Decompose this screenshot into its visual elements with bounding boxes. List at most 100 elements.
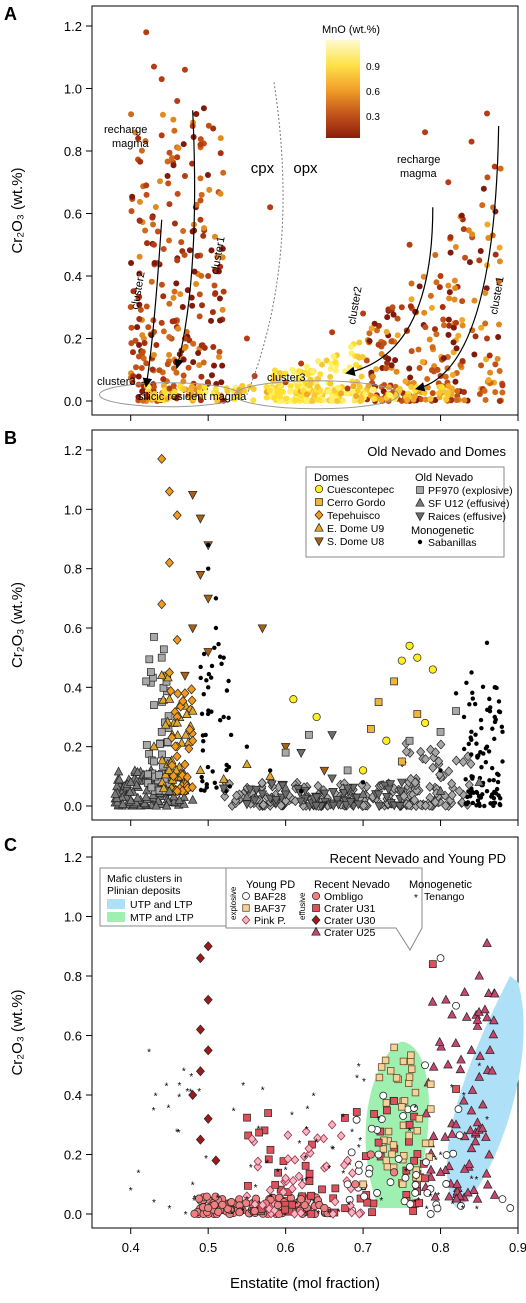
data-point (447, 249, 454, 256)
data-point (136, 301, 143, 308)
data-point (421, 800, 431, 811)
colorbar-title: MnO (wt.%) (322, 24, 380, 36)
data-point (195, 1066, 205, 1077)
data-point: * (178, 1081, 182, 1092)
data-point (199, 302, 206, 309)
data-point (139, 388, 146, 395)
data-point (128, 208, 135, 215)
data-point (378, 350, 385, 357)
data-point (385, 355, 392, 362)
data-point (355, 1208, 364, 1219)
data-point: * (191, 1180, 195, 1191)
data-point (194, 252, 201, 259)
data-point (444, 365, 451, 372)
data-point (160, 328, 167, 335)
data-point (157, 776, 167, 786)
data-point (313, 1133, 322, 1143)
data-point (476, 390, 483, 397)
data-point (413, 1150, 422, 1158)
data-point (485, 235, 492, 242)
data-point (417, 396, 424, 403)
data-point (496, 278, 503, 285)
data-point (404, 800, 414, 811)
data-point: * (294, 1200, 298, 1211)
data-point (181, 251, 188, 258)
data-point (383, 1162, 392, 1171)
data-point (340, 397, 347, 404)
data-point (499, 724, 505, 730)
data-point (171, 388, 178, 395)
data-point: * (477, 1061, 481, 1072)
data-point (382, 1099, 391, 1107)
data-point: * (256, 1124, 260, 1135)
data-point (168, 154, 175, 161)
data-point: * (154, 1091, 158, 1102)
data-point (198, 675, 203, 681)
data-point (337, 390, 344, 397)
data-point (180, 356, 187, 363)
legend-label: SF U12 (effusive) (428, 498, 510, 510)
cluster-ellipse (98, 382, 240, 408)
data-point (292, 397, 299, 404)
data-point (200, 105, 207, 112)
data-point (205, 711, 211, 717)
data-point (203, 594, 213, 604)
data-point (282, 379, 289, 386)
data-point (153, 341, 160, 348)
data-point (135, 381, 142, 388)
data-point (172, 717, 182, 727)
data-point (242, 892, 250, 900)
data-point (125, 786, 135, 796)
data-point: * (152, 1106, 156, 1117)
data-point (446, 322, 453, 329)
y-tick-label: 0.8 (64, 144, 82, 159)
data-point: * (327, 1164, 331, 1175)
data-point (212, 290, 219, 297)
data-point (447, 778, 457, 789)
data-point (214, 785, 219, 790)
data-point (483, 285, 490, 292)
data-point (156, 178, 163, 185)
data-point (193, 111, 200, 118)
data-point: * (337, 1207, 341, 1218)
data-point (379, 1145, 388, 1153)
data-point (499, 382, 506, 389)
data-point (468, 793, 473, 799)
y-tick-label: 0.0 (64, 394, 82, 409)
data-point (421, 754, 430, 765)
data-point (270, 372, 277, 379)
data-point (335, 384, 342, 391)
legend-box (225, 867, 423, 951)
legend-label: Raices (effusive) (428, 511, 506, 523)
data-point: * (249, 1163, 253, 1174)
data-point (140, 397, 147, 404)
data-point (158, 132, 165, 139)
data-point (401, 746, 411, 757)
data-point (482, 937, 492, 947)
data-point (170, 162, 177, 169)
data-point: * (166, 1103, 170, 1114)
data-point (218, 1200, 227, 1209)
data-point: * (193, 1194, 197, 1205)
data-point (282, 370, 289, 377)
data-point (439, 383, 446, 390)
data-point (170, 382, 177, 389)
data-point (206, 186, 213, 193)
data-point (242, 1191, 252, 1201)
legend-label: Crater U25 (324, 927, 376, 939)
data-point (328, 801, 339, 811)
data-point (360, 780, 366, 785)
data-point: * (152, 1198, 156, 1209)
data-point (494, 355, 501, 362)
data-point (328, 788, 338, 797)
data-point (303, 396, 310, 403)
data-point (330, 353, 337, 360)
data-point (258, 799, 268, 810)
data-point (211, 233, 218, 240)
data-point (287, 387, 294, 394)
data-point (172, 751, 182, 762)
data-point (280, 790, 291, 800)
data-point (296, 749, 306, 758)
data-point (388, 338, 395, 345)
data-point (301, 1126, 311, 1137)
